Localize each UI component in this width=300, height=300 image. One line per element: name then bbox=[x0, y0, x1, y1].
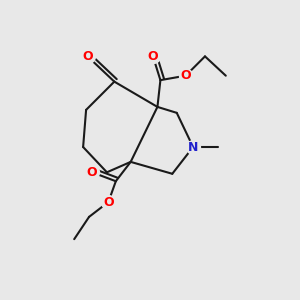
Text: O: O bbox=[180, 69, 191, 82]
Text: O: O bbox=[103, 196, 114, 208]
Text: N: N bbox=[188, 140, 198, 154]
Text: O: O bbox=[87, 166, 98, 179]
Text: O: O bbox=[82, 50, 93, 63]
Text: O: O bbox=[148, 50, 158, 63]
